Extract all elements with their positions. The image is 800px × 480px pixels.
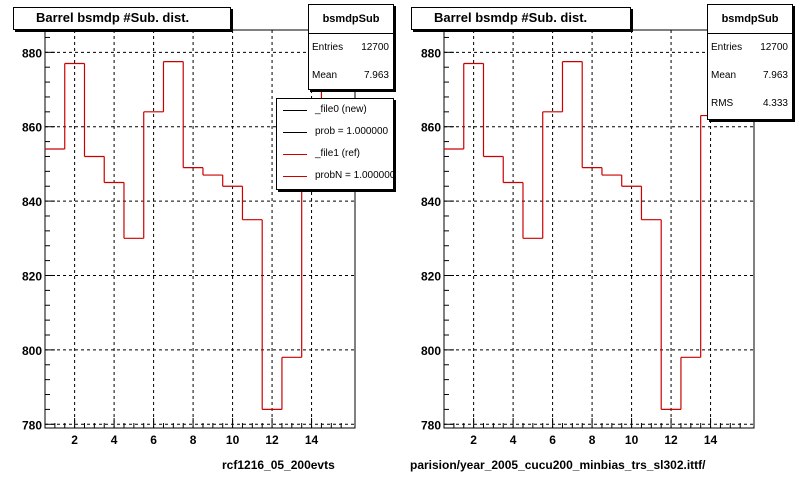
- y-tick-label: 840: [22, 195, 42, 209]
- stats-value: 12700: [760, 42, 788, 53]
- stats-value: 7.963: [363, 70, 389, 81]
- stats-key: Mean: [312, 70, 338, 81]
- legend-line-ref: [283, 154, 307, 155]
- x-tick-label: 8: [190, 433, 197, 447]
- x-tick-label: 4: [111, 433, 118, 447]
- legend-line-probn: [283, 176, 307, 177]
- stats-box-right: bsmdpSub Entries 12700 Mean 7.963 RMS 4.333: [707, 4, 793, 120]
- stats-title: bsmdpSub: [309, 5, 393, 34]
- stats-key: Entries: [312, 42, 344, 53]
- stats-title: bsmdpSub: [708, 5, 792, 34]
- x-tick-label: 4: [510, 433, 517, 447]
- x-tick-label: 14: [704, 433, 718, 447]
- x-tick-label: 12: [664, 433, 678, 447]
- legend-entry-new: _file0 (new): [277, 99, 393, 121]
- y-tick-label: 860: [22, 121, 42, 135]
- x-tick-label: 14: [305, 433, 319, 447]
- legend-box: _file0 (new) prob = 1.000000 _file1 (ref…: [276, 98, 394, 190]
- legend-label: prob = 1.000000: [315, 126, 389, 137]
- stats-row-entries: Entries 12700: [309, 34, 393, 62]
- y-tick-label: 780: [22, 418, 42, 432]
- legend-line-prob: [283, 132, 307, 133]
- x-tick-label: 8: [589, 433, 596, 447]
- y-tick-label: 840: [421, 195, 441, 209]
- y-tick-label: 800: [22, 344, 42, 358]
- stats-box-left: bsmdpSub Entries 12700 Mean 7.963: [308, 4, 394, 90]
- chart-title-left: Barrel bsmdp #Sub. dist.: [13, 7, 231, 30]
- x-tick-label: 12: [265, 433, 279, 447]
- x-tick-label: 2: [470, 433, 477, 447]
- x-tick-label: 2: [71, 433, 78, 447]
- y-tick-label: 820: [22, 269, 42, 283]
- y-tick-label: 860: [421, 121, 441, 135]
- y-tick-label: 780: [421, 418, 441, 432]
- y-tick-label: 800: [421, 344, 441, 358]
- legend-entry-probn: probN = 1.000000: [277, 165, 393, 187]
- x-tick-label: 10: [226, 433, 240, 447]
- stats-key: RMS: [711, 98, 734, 109]
- legend-label: probN = 1.000000: [315, 170, 394, 181]
- stats-key: Mean: [711, 70, 737, 81]
- footer-filename-right: parision/year_2005_cucu200_minbias_trs_s…: [410, 458, 706, 472]
- stats-row-mean: Mean 7.963: [708, 62, 792, 90]
- x-tick-label: 6: [150, 433, 157, 447]
- footer-filename-left: rcf1216_05_200evts: [222, 458, 335, 472]
- y-tick-label: 880: [22, 46, 42, 60]
- stats-value: 4.333: [762, 98, 788, 109]
- stats-key: Entries: [711, 42, 743, 53]
- legend-line-new: [283, 110, 307, 111]
- y-tick-label: 820: [421, 269, 441, 283]
- stats-row-rms: RMS 4.333: [708, 90, 792, 118]
- chart-title-right: Barrel bsmdp #Sub. dist.: [411, 7, 631, 30]
- stats-value: 7.963: [762, 70, 788, 81]
- legend-entry-prob: prob = 1.000000: [277, 121, 393, 143]
- stats-row-entries: Entries 12700: [708, 34, 792, 62]
- legend-label: _file1 (ref): [315, 148, 361, 159]
- legend-entry-ref: _file1 (ref): [277, 143, 393, 165]
- stats-value: 12700: [361, 42, 389, 53]
- plot-frame: [44, 29, 356, 429]
- x-tick-label: 10: [625, 433, 639, 447]
- stats-row-mean: Mean 7.963: [309, 62, 393, 90]
- x-tick-label: 6: [549, 433, 556, 447]
- y-tick-label: 880: [421, 46, 441, 60]
- plot-frame: [443, 29, 755, 429]
- legend-label: _file0 (new): [315, 104, 367, 115]
